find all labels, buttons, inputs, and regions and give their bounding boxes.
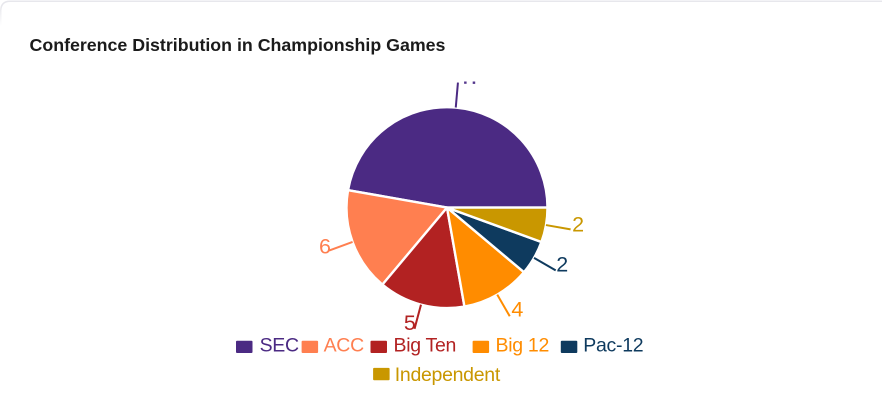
svg-text:SEC: SEC	[260, 335, 299, 357]
svg-text:Conference Distribution in Cha: Conference Distribution in Championship …	[30, 35, 446, 55]
svg-text:2: 2	[572, 213, 584, 237]
svg-text:Big Ten: Big Ten	[394, 335, 457, 357]
svg-text:4: 4	[511, 298, 523, 322]
svg-text:Pac-12: Pac-12	[583, 335, 643, 357]
svg-text:Big 12: Big 12	[496, 335, 550, 357]
svg-text:5: 5	[404, 311, 416, 335]
svg-text:2: 2	[556, 252, 568, 276]
svg-text:6: 6	[319, 235, 331, 259]
svg-text:Independent: Independent	[395, 364, 501, 386]
svg-text:ACC: ACC	[324, 335, 364, 357]
